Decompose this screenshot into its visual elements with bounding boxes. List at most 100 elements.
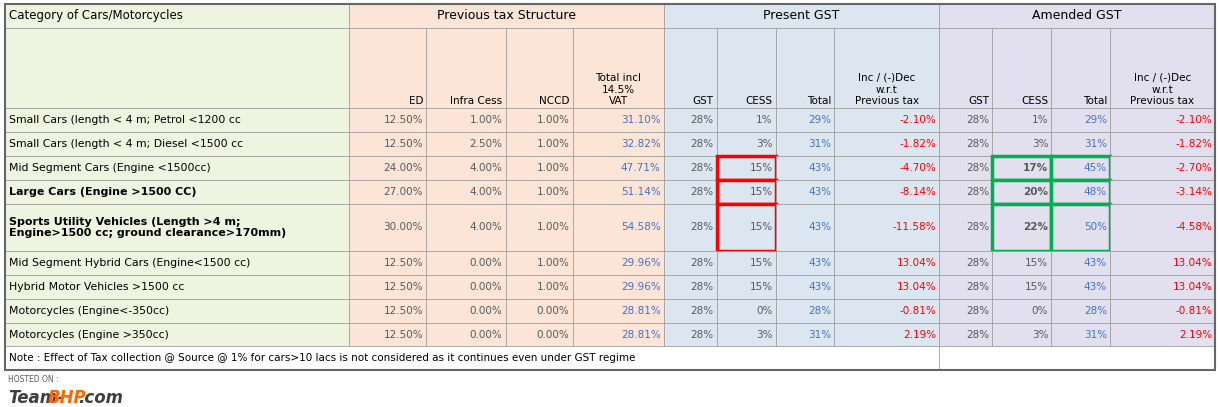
Bar xyxy=(939,346,1215,370)
Bar xyxy=(572,275,664,299)
Bar xyxy=(776,179,834,204)
Bar xyxy=(1110,323,1215,346)
Bar xyxy=(426,108,505,132)
Bar xyxy=(716,299,776,323)
Bar xyxy=(505,156,572,179)
Bar xyxy=(939,156,992,179)
Bar xyxy=(1110,108,1215,132)
Bar xyxy=(664,28,716,108)
Text: 3%: 3% xyxy=(756,330,772,339)
Text: 0%: 0% xyxy=(1032,306,1048,316)
Bar xyxy=(939,179,992,204)
Text: 28.81%: 28.81% xyxy=(621,330,661,339)
Bar xyxy=(776,204,834,251)
Text: 0.00%: 0.00% xyxy=(470,306,503,316)
Bar xyxy=(349,28,426,108)
Bar xyxy=(5,251,349,275)
Text: 43%: 43% xyxy=(808,258,831,268)
Bar xyxy=(664,251,716,275)
Text: 28%: 28% xyxy=(966,222,989,232)
Text: 3%: 3% xyxy=(1032,330,1048,339)
Text: Hybrid Motor Vehicles >1500 cc: Hybrid Motor Vehicles >1500 cc xyxy=(9,282,184,292)
Bar xyxy=(1110,204,1215,251)
Bar xyxy=(1052,132,1110,156)
Bar xyxy=(1110,28,1215,108)
Bar xyxy=(992,299,1052,323)
Bar xyxy=(349,4,664,28)
Bar xyxy=(426,275,505,299)
Text: 45%: 45% xyxy=(1083,163,1107,173)
Text: Total: Total xyxy=(1082,96,1107,106)
Text: 1.00%: 1.00% xyxy=(470,115,503,125)
Bar xyxy=(349,108,426,132)
Text: -0.81%: -0.81% xyxy=(1175,306,1211,316)
Text: ED: ED xyxy=(409,96,423,106)
Bar xyxy=(1110,299,1215,323)
Bar xyxy=(5,204,349,251)
Text: 0%: 0% xyxy=(756,306,772,316)
Bar xyxy=(1110,179,1215,204)
Bar xyxy=(5,299,349,323)
Text: 31%: 31% xyxy=(808,139,831,149)
Bar xyxy=(1052,179,1110,204)
Text: 28%: 28% xyxy=(966,330,989,339)
Text: 31%: 31% xyxy=(808,330,831,339)
Bar xyxy=(992,275,1052,299)
Bar xyxy=(716,204,776,251)
Text: Motorcycles (Engine<-350cc): Motorcycles (Engine<-350cc) xyxy=(9,306,170,316)
Bar xyxy=(572,28,664,108)
Text: 24.00%: 24.00% xyxy=(383,163,423,173)
Text: 31.10%: 31.10% xyxy=(621,115,661,125)
Bar xyxy=(1052,251,1110,275)
Bar xyxy=(939,4,1215,28)
Bar xyxy=(834,132,939,156)
Bar xyxy=(1110,132,1215,156)
Text: 17%: 17% xyxy=(1024,163,1048,173)
Bar xyxy=(5,156,349,179)
Bar xyxy=(505,299,572,323)
Bar xyxy=(505,204,572,251)
Text: 1.00%: 1.00% xyxy=(537,139,570,149)
Text: 1%: 1% xyxy=(756,115,772,125)
Bar xyxy=(1052,299,1110,323)
Bar xyxy=(1052,156,1110,179)
Bar xyxy=(939,204,992,251)
Bar xyxy=(834,28,939,108)
Bar xyxy=(776,28,834,108)
Text: 4.00%: 4.00% xyxy=(470,222,503,232)
Text: 28%: 28% xyxy=(691,139,714,149)
Text: 12.50%: 12.50% xyxy=(383,282,423,292)
Bar xyxy=(349,179,426,204)
Bar xyxy=(716,179,776,204)
Text: -1.82%: -1.82% xyxy=(899,139,936,149)
Text: CESS: CESS xyxy=(745,96,772,106)
Bar xyxy=(834,275,939,299)
Text: -3.14%: -3.14% xyxy=(1175,186,1211,197)
Bar xyxy=(5,28,349,108)
Text: 12.50%: 12.50% xyxy=(383,115,423,125)
Bar xyxy=(572,204,664,251)
Bar xyxy=(992,179,1052,204)
Bar xyxy=(664,204,716,251)
Text: 28%: 28% xyxy=(808,306,831,316)
Text: 28%: 28% xyxy=(691,186,714,197)
Text: -4.58%: -4.58% xyxy=(1175,222,1211,232)
Bar xyxy=(426,299,505,323)
Text: Note : Effect of Tax collection @ Source @ 1% for cars>10 lacs is not considered: Note : Effect of Tax collection @ Source… xyxy=(9,353,636,363)
Text: Inc / (-)Dec
w.r.t
Previous tax: Inc / (-)Dec w.r.t Previous tax xyxy=(1131,73,1194,106)
Text: -8.14%: -8.14% xyxy=(899,186,936,197)
Text: 27.00%: 27.00% xyxy=(383,186,423,197)
Bar xyxy=(716,251,776,275)
Bar xyxy=(992,179,1052,204)
Bar xyxy=(349,323,426,346)
Text: 28%: 28% xyxy=(966,258,989,268)
Text: 28%: 28% xyxy=(691,282,714,292)
Text: Sports Utility Vehicles (Length >4 m;
Engine>1500 cc; ground clearance>170mm): Sports Utility Vehicles (Length >4 m; En… xyxy=(9,217,287,238)
Text: 31%: 31% xyxy=(1083,139,1107,149)
Text: 13.04%: 13.04% xyxy=(897,258,936,268)
Text: 28.81%: 28.81% xyxy=(621,306,661,316)
Bar xyxy=(664,132,716,156)
Text: 2.19%: 2.19% xyxy=(903,330,936,339)
Text: 0.00%: 0.00% xyxy=(470,282,503,292)
Bar xyxy=(1052,156,1110,179)
